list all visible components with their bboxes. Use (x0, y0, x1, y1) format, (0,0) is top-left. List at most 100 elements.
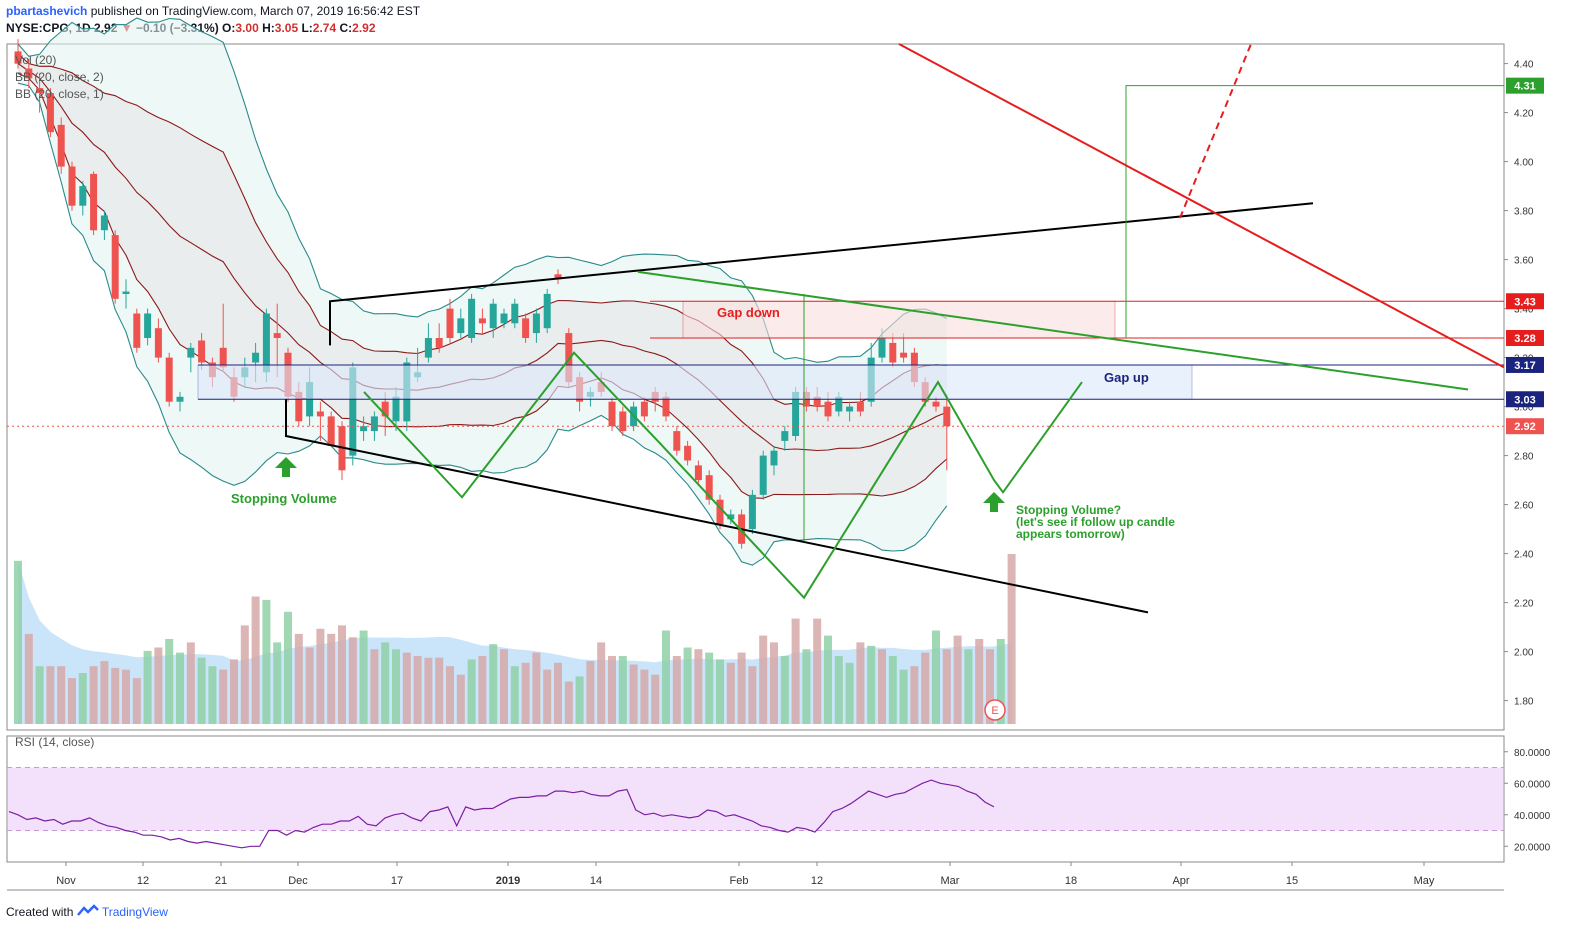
candle-body[interactable] (100, 215, 108, 231)
descending-resistance-line[interactable] (637, 270, 1469, 391)
volume-bar (273, 642, 282, 724)
candle-body[interactable] (856, 401, 864, 412)
candle-body[interactable] (522, 318, 530, 338)
candle-body[interactable] (694, 465, 702, 481)
w-pattern-line[interactable] (363, 351, 1083, 600)
candle-body[interactable] (943, 406, 951, 427)
time-tick-label: 14 (590, 875, 602, 887)
volume-bar (813, 618, 822, 724)
candle-body[interactable] (198, 340, 206, 363)
upper-trendline[interactable] (329, 202, 1314, 346)
gap-up-label: Gap up (1104, 370, 1149, 385)
candle-body[interactable] (543, 293, 551, 329)
candle-body[interactable] (565, 333, 573, 383)
candle-body[interactable] (532, 313, 540, 334)
candle-body[interactable] (478, 318, 486, 324)
volume-bar (640, 669, 649, 724)
candle-body[interactable] (554, 274, 562, 280)
candle-body[interactable] (144, 313, 152, 339)
candle-body[interactable] (36, 88, 44, 93)
price-label-badge (1506, 330, 1544, 346)
candle-body[interactable] (122, 291, 130, 295)
gap-up-zone[interactable] (197, 364, 1193, 400)
candle-body[interactable] (640, 401, 648, 417)
volume-bar (186, 642, 195, 724)
candle-body[interactable] (705, 475, 713, 500)
candle-body[interactable] (511, 303, 519, 324)
candle-body[interactable] (435, 338, 443, 348)
candle-body[interactable] (813, 396, 821, 407)
candle-body[interactable] (727, 514, 735, 520)
candle-body[interactable] (457, 318, 465, 334)
volume-bar (1007, 554, 1016, 724)
candle-body[interactable] (327, 416, 335, 446)
lower-trendline[interactable] (285, 399, 1149, 614)
candle-body[interactable] (759, 455, 767, 495)
volume-bar (392, 649, 400, 724)
candle-body[interactable] (133, 313, 141, 348)
volume-bar (618, 656, 627, 724)
candle-body[interactable] (716, 499, 724, 525)
candle-body[interactable] (824, 401, 832, 417)
candle-body[interactable] (252, 352, 260, 363)
candle-body[interactable] (900, 352, 908, 358)
candle-body[interactable] (316, 411, 324, 417)
candle-body[interactable] (446, 308, 454, 338)
candle-body[interactable] (684, 445, 692, 461)
breakout-projection-line[interactable] (1179, 43, 1252, 219)
candle-body[interactable] (878, 338, 886, 358)
candle-body[interactable] (187, 347, 195, 358)
candle-body[interactable] (14, 51, 22, 64)
target-projection-line[interactable] (1125, 85, 1504, 338)
candle-body[interactable] (835, 396, 843, 412)
candle-body[interactable] (154, 328, 162, 358)
candle-body[interactable] (424, 338, 432, 358)
candle-body[interactable] (46, 93, 54, 133)
candle-body[interactable] (176, 396, 184, 402)
long-term-downtrend-line[interactable] (898, 43, 1505, 369)
price-tick-label: 3.00 (1514, 403, 1534, 414)
earnings-marker[interactable]: E (984, 699, 1006, 721)
price-label-badge (1506, 356, 1544, 373)
candle-body[interactable] (500, 313, 508, 324)
candle-body[interactable] (68, 166, 76, 206)
earnings-marker-label: E (991, 705, 998, 717)
candle-body[interactable] (608, 401, 616, 427)
candle-body[interactable] (219, 347, 227, 368)
candle-body[interactable] (262, 313, 270, 373)
candle-body[interactable] (489, 303, 497, 329)
candle-body[interactable] (79, 186, 87, 206)
candle-body[interactable] (273, 333, 281, 338)
candle-body[interactable] (360, 426, 368, 432)
candle-body[interactable] (392, 396, 400, 422)
price-label-badge (1506, 293, 1544, 310)
volume-bar (230, 659, 238, 724)
candle-body[interactable] (673, 431, 681, 451)
candle-body[interactable] (165, 357, 173, 402)
candle-body[interactable] (295, 391, 303, 422)
volume-bar (845, 662, 854, 724)
author-name[interactable]: pbartashevich (6, 4, 88, 18)
candle-body[interactable] (748, 494, 756, 530)
candle-body[interactable] (662, 396, 670, 417)
candle-body[interactable] (781, 431, 789, 441)
low-value: 2.74 (312, 21, 337, 35)
candle-body[interactable] (111, 235, 119, 299)
candle-body[interactable] (381, 401, 389, 417)
candle-body[interactable] (57, 124, 65, 167)
candle-body[interactable] (370, 416, 378, 432)
tradingview-brand[interactable]: TradingView (101, 905, 168, 919)
rsi-tick-label: 20.0000 (1514, 842, 1551, 853)
candle-body[interactable] (792, 391, 800, 436)
price-chart[interactable]: 4.404.204.003.803.603.403.203.002.802.60… (0, 0, 1579, 900)
candle-body[interactable] (770, 450, 778, 466)
candle-body[interactable] (468, 298, 476, 338)
candle-body[interactable] (25, 68, 33, 79)
candle-body[interactable] (846, 406, 854, 412)
candle-body[interactable] (889, 342, 897, 363)
candle-body[interactable] (932, 401, 940, 407)
candle-body[interactable] (619, 411, 627, 432)
price-tick-label: 2.20 (1514, 599, 1534, 610)
candle-body[interactable] (90, 173, 98, 231)
candle-body[interactable] (349, 367, 357, 456)
